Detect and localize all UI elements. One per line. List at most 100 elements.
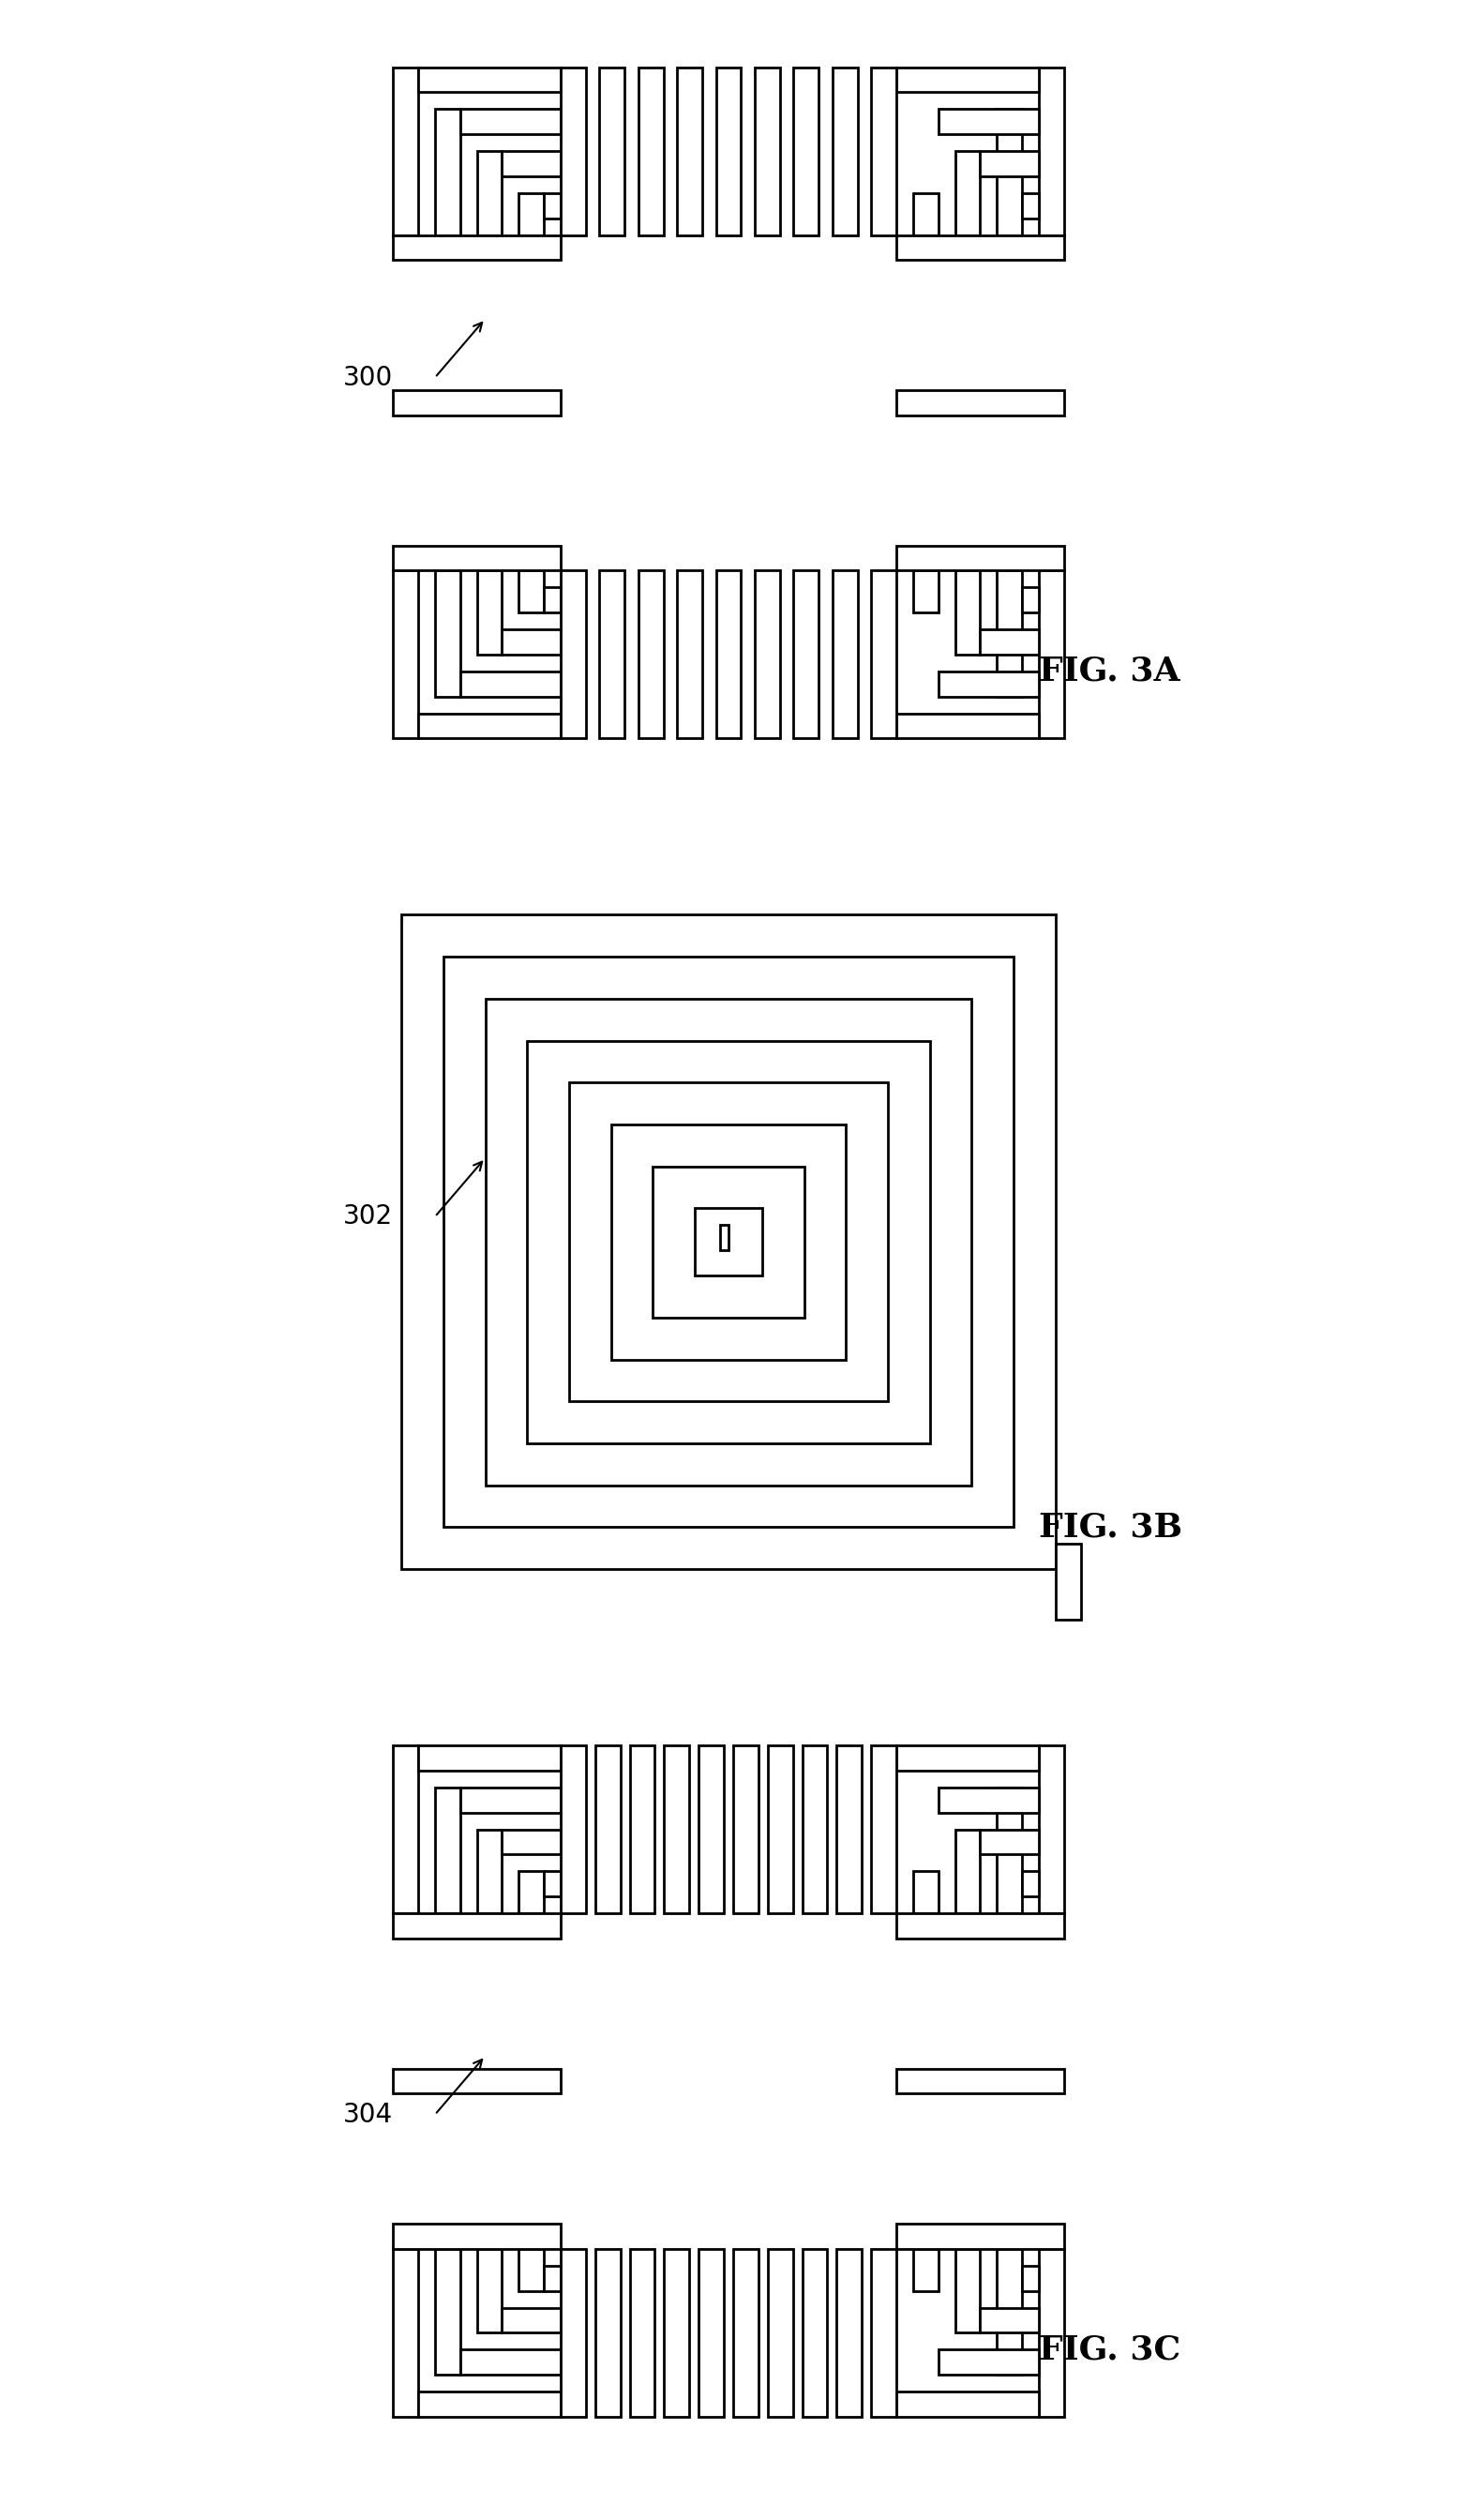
- Text: FIG. 3A: FIG. 3A: [1039, 655, 1180, 688]
- Bar: [1023, 194, 1039, 219]
- Bar: [418, 68, 561, 93]
- Bar: [803, 2248, 828, 2417]
- Bar: [699, 2248, 724, 2417]
- Bar: [543, 2265, 561, 2291]
- Bar: [460, 670, 561, 696]
- Bar: [561, 68, 586, 234]
- Bar: [519, 2248, 543, 2291]
- Bar: [443, 958, 1014, 1527]
- Bar: [896, 2391, 1039, 2417]
- Bar: [596, 1746, 621, 1913]
- Bar: [599, 570, 625, 738]
- Bar: [871, 68, 896, 234]
- Bar: [460, 108, 561, 134]
- Bar: [871, 1746, 896, 1913]
- Bar: [418, 713, 561, 738]
- Bar: [954, 570, 981, 655]
- Bar: [755, 68, 779, 234]
- Bar: [836, 1746, 861, 1913]
- Bar: [629, 1746, 654, 1913]
- Bar: [503, 630, 561, 655]
- Bar: [768, 2248, 793, 2417]
- Bar: [914, 2248, 938, 2291]
- Bar: [832, 68, 858, 234]
- Bar: [938, 1787, 1039, 1812]
- Bar: [997, 2248, 1023, 2374]
- Bar: [699, 1746, 724, 1913]
- Bar: [1023, 1872, 1039, 1898]
- Bar: [401, 915, 1056, 1570]
- Bar: [503, 151, 561, 176]
- Bar: [393, 1913, 561, 1938]
- Bar: [519, 570, 543, 612]
- Bar: [733, 2248, 758, 2417]
- Bar: [503, 2308, 561, 2334]
- Bar: [1039, 2248, 1064, 2417]
- Bar: [503, 1830, 561, 1855]
- Bar: [914, 194, 938, 234]
- Bar: [638, 68, 663, 234]
- Bar: [871, 570, 896, 738]
- Bar: [393, 2248, 418, 2417]
- Bar: [896, 713, 1039, 738]
- Bar: [896, 2223, 1064, 2248]
- Bar: [596, 2248, 621, 2417]
- Bar: [768, 1746, 793, 1913]
- Bar: [561, 2248, 586, 2417]
- Bar: [519, 1872, 543, 1913]
- Bar: [794, 570, 819, 738]
- Bar: [519, 194, 543, 234]
- Text: 300: 300: [342, 365, 393, 391]
- Bar: [1039, 570, 1064, 738]
- Bar: [695, 1210, 762, 1275]
- Bar: [599, 68, 625, 234]
- Bar: [938, 108, 1039, 134]
- Bar: [997, 108, 1023, 234]
- Bar: [570, 1084, 887, 1401]
- Bar: [954, 2248, 981, 2334]
- Bar: [629, 2248, 654, 2417]
- Bar: [1056, 1545, 1081, 1620]
- Bar: [981, 2308, 1039, 2334]
- Bar: [938, 670, 1039, 696]
- Bar: [434, 108, 460, 234]
- Bar: [476, 1830, 503, 1913]
- Text: 302: 302: [342, 1205, 393, 1230]
- Bar: [434, 1787, 460, 1913]
- Bar: [1023, 587, 1039, 612]
- Bar: [476, 151, 503, 234]
- Bar: [434, 2248, 460, 2374]
- Bar: [393, 544, 561, 570]
- Bar: [476, 2248, 503, 2334]
- Bar: [460, 1787, 561, 1812]
- Bar: [393, 391, 561, 416]
- Bar: [715, 570, 742, 738]
- Bar: [610, 1124, 847, 1358]
- Bar: [871, 2248, 896, 2417]
- Bar: [896, 544, 1064, 570]
- Bar: [896, 391, 1064, 416]
- Bar: [896, 234, 1064, 260]
- Bar: [393, 1746, 418, 1913]
- Bar: [938, 2349, 1039, 2374]
- Bar: [981, 151, 1039, 176]
- Bar: [832, 570, 858, 738]
- Bar: [434, 570, 460, 696]
- Bar: [476, 570, 503, 655]
- Bar: [664, 1746, 689, 1913]
- Bar: [393, 570, 418, 738]
- Bar: [720, 1225, 728, 1250]
- Bar: [896, 1746, 1039, 1772]
- Bar: [393, 2069, 561, 2094]
- Bar: [638, 570, 663, 738]
- Text: 304: 304: [342, 2102, 393, 2127]
- Bar: [914, 1872, 938, 1913]
- Bar: [561, 570, 586, 738]
- Bar: [527, 1041, 930, 1444]
- Bar: [997, 1787, 1023, 1913]
- Bar: [794, 68, 819, 234]
- Bar: [418, 1746, 561, 1772]
- Bar: [803, 1746, 828, 1913]
- Text: FIG. 3C: FIG. 3C: [1039, 2334, 1180, 2366]
- Bar: [1023, 2265, 1039, 2291]
